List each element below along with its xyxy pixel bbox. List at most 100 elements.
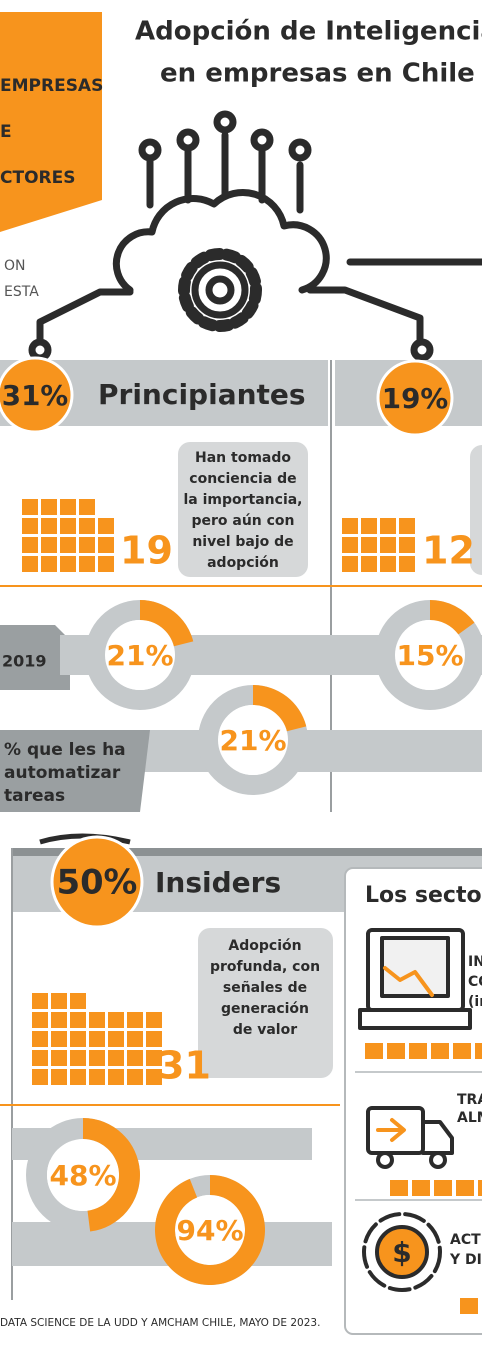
donut-label: 21% [219, 724, 286, 757]
waffle-square [79, 537, 95, 553]
label-tag [0, 730, 150, 812]
description: de valor [233, 1022, 297, 1038]
banner-text: E [0, 122, 12, 142]
donut-arc [83, 1118, 140, 1232]
description: Han tomado [195, 450, 291, 466]
sector-square [390, 1180, 408, 1196]
donut-label: 15% [396, 639, 463, 672]
sector-square [409, 1043, 427, 1059]
description: Adopción [228, 938, 301, 954]
share-label: 19% [382, 382, 448, 415]
description: pero aún con [191, 513, 294, 529]
count: 19 [120, 529, 173, 573]
waffle-square [60, 556, 76, 572]
description: señales de [223, 980, 307, 996]
waffle-square [32, 1069, 48, 1085]
monitor-icon [358, 928, 472, 1030]
group-name: Principiantes [98, 378, 306, 411]
waffle-square [70, 1031, 86, 1047]
waffle-square [60, 518, 76, 534]
waffle-square [127, 1012, 143, 1028]
share-circle [50, 835, 144, 929]
side-banner [0, 12, 102, 232]
sector-square [460, 1298, 478, 1314]
waffle-square [41, 556, 57, 572]
waffle-square [146, 1012, 162, 1028]
waffle-square [79, 556, 95, 572]
sector-label: Y DI [449, 1252, 482, 1268]
waffle-square [98, 556, 114, 572]
waffle-square [60, 499, 76, 515]
waffle-square [79, 499, 95, 515]
sector-square [387, 1043, 405, 1059]
header-band [12, 848, 482, 856]
donut-label: 21% [106, 639, 173, 672]
description: generación [221, 1001, 309, 1017]
description: la importancia, [183, 492, 302, 508]
sectors-title: Los sectore [365, 883, 482, 908]
waffle-square [127, 1050, 143, 1066]
waffle-square [22, 499, 38, 515]
description-box [470, 445, 482, 575]
waffle-square [342, 556, 358, 572]
waffle-square [41, 499, 57, 515]
waffle-square [22, 556, 38, 572]
waffle-square [399, 537, 415, 553]
waffle-square [79, 518, 95, 534]
waffle-square [70, 1012, 86, 1028]
truck-icon [366, 1106, 454, 1169]
waffle-square [399, 518, 415, 534]
waffle-square [399, 556, 415, 572]
waffle-square [108, 1012, 124, 1028]
waffle-square [41, 518, 57, 534]
waffle-square [41, 537, 57, 553]
waffle-square [108, 1031, 124, 1047]
waffle-square [32, 993, 48, 1009]
waffle-square [361, 537, 377, 553]
sector-label: IN [468, 954, 482, 970]
waffle-square [146, 1069, 162, 1085]
donut-hole [395, 620, 465, 690]
waffle-square [32, 1012, 48, 1028]
waffle-square [127, 1031, 143, 1047]
banner-text: CTORES [0, 168, 75, 188]
share-circle [376, 359, 454, 437]
sector-square [456, 1180, 474, 1196]
description: nivel bajo de [192, 534, 293, 550]
donut-hole [105, 620, 175, 690]
donut-arc [430, 600, 475, 635]
sector-label: CO [468, 974, 482, 990]
waffle-square [342, 537, 358, 553]
sector-label: TRA [457, 1092, 482, 1108]
waffle-square [380, 518, 396, 534]
sector-square [475, 1043, 482, 1059]
donut-hole [218, 705, 288, 775]
waffle-square [70, 993, 86, 1009]
waffle-square [22, 537, 38, 553]
waffle-square [22, 518, 38, 534]
waffle-square [98, 518, 114, 534]
count: 31 [158, 1044, 211, 1088]
waffle-square [51, 1012, 67, 1028]
title: en empresas en Chile [160, 59, 475, 89]
label-tag [0, 625, 70, 690]
decoration [39, 833, 131, 845]
note: ESTA [4, 284, 39, 300]
waffle-square [51, 1031, 67, 1047]
sector-label: ALM [457, 1110, 482, 1126]
row-label: automatizar [4, 763, 121, 783]
sector-label: (in [468, 994, 482, 1010]
waffle-square [32, 1050, 48, 1066]
share-label: 50% [57, 863, 138, 902]
sector-square [365, 1043, 383, 1059]
donut-label: 94% [176, 1214, 243, 1247]
svg-text:$: $ [392, 1236, 411, 1269]
waffle-square [89, 1069, 105, 1085]
waffle-square [60, 537, 76, 553]
money-icon: $ [362, 1212, 442, 1292]
group-name: Insiders [155, 866, 281, 899]
donut-arc [253, 685, 307, 732]
share-circle [0, 356, 74, 434]
waffle-square [89, 1012, 105, 1028]
count: 12 [422, 529, 475, 573]
